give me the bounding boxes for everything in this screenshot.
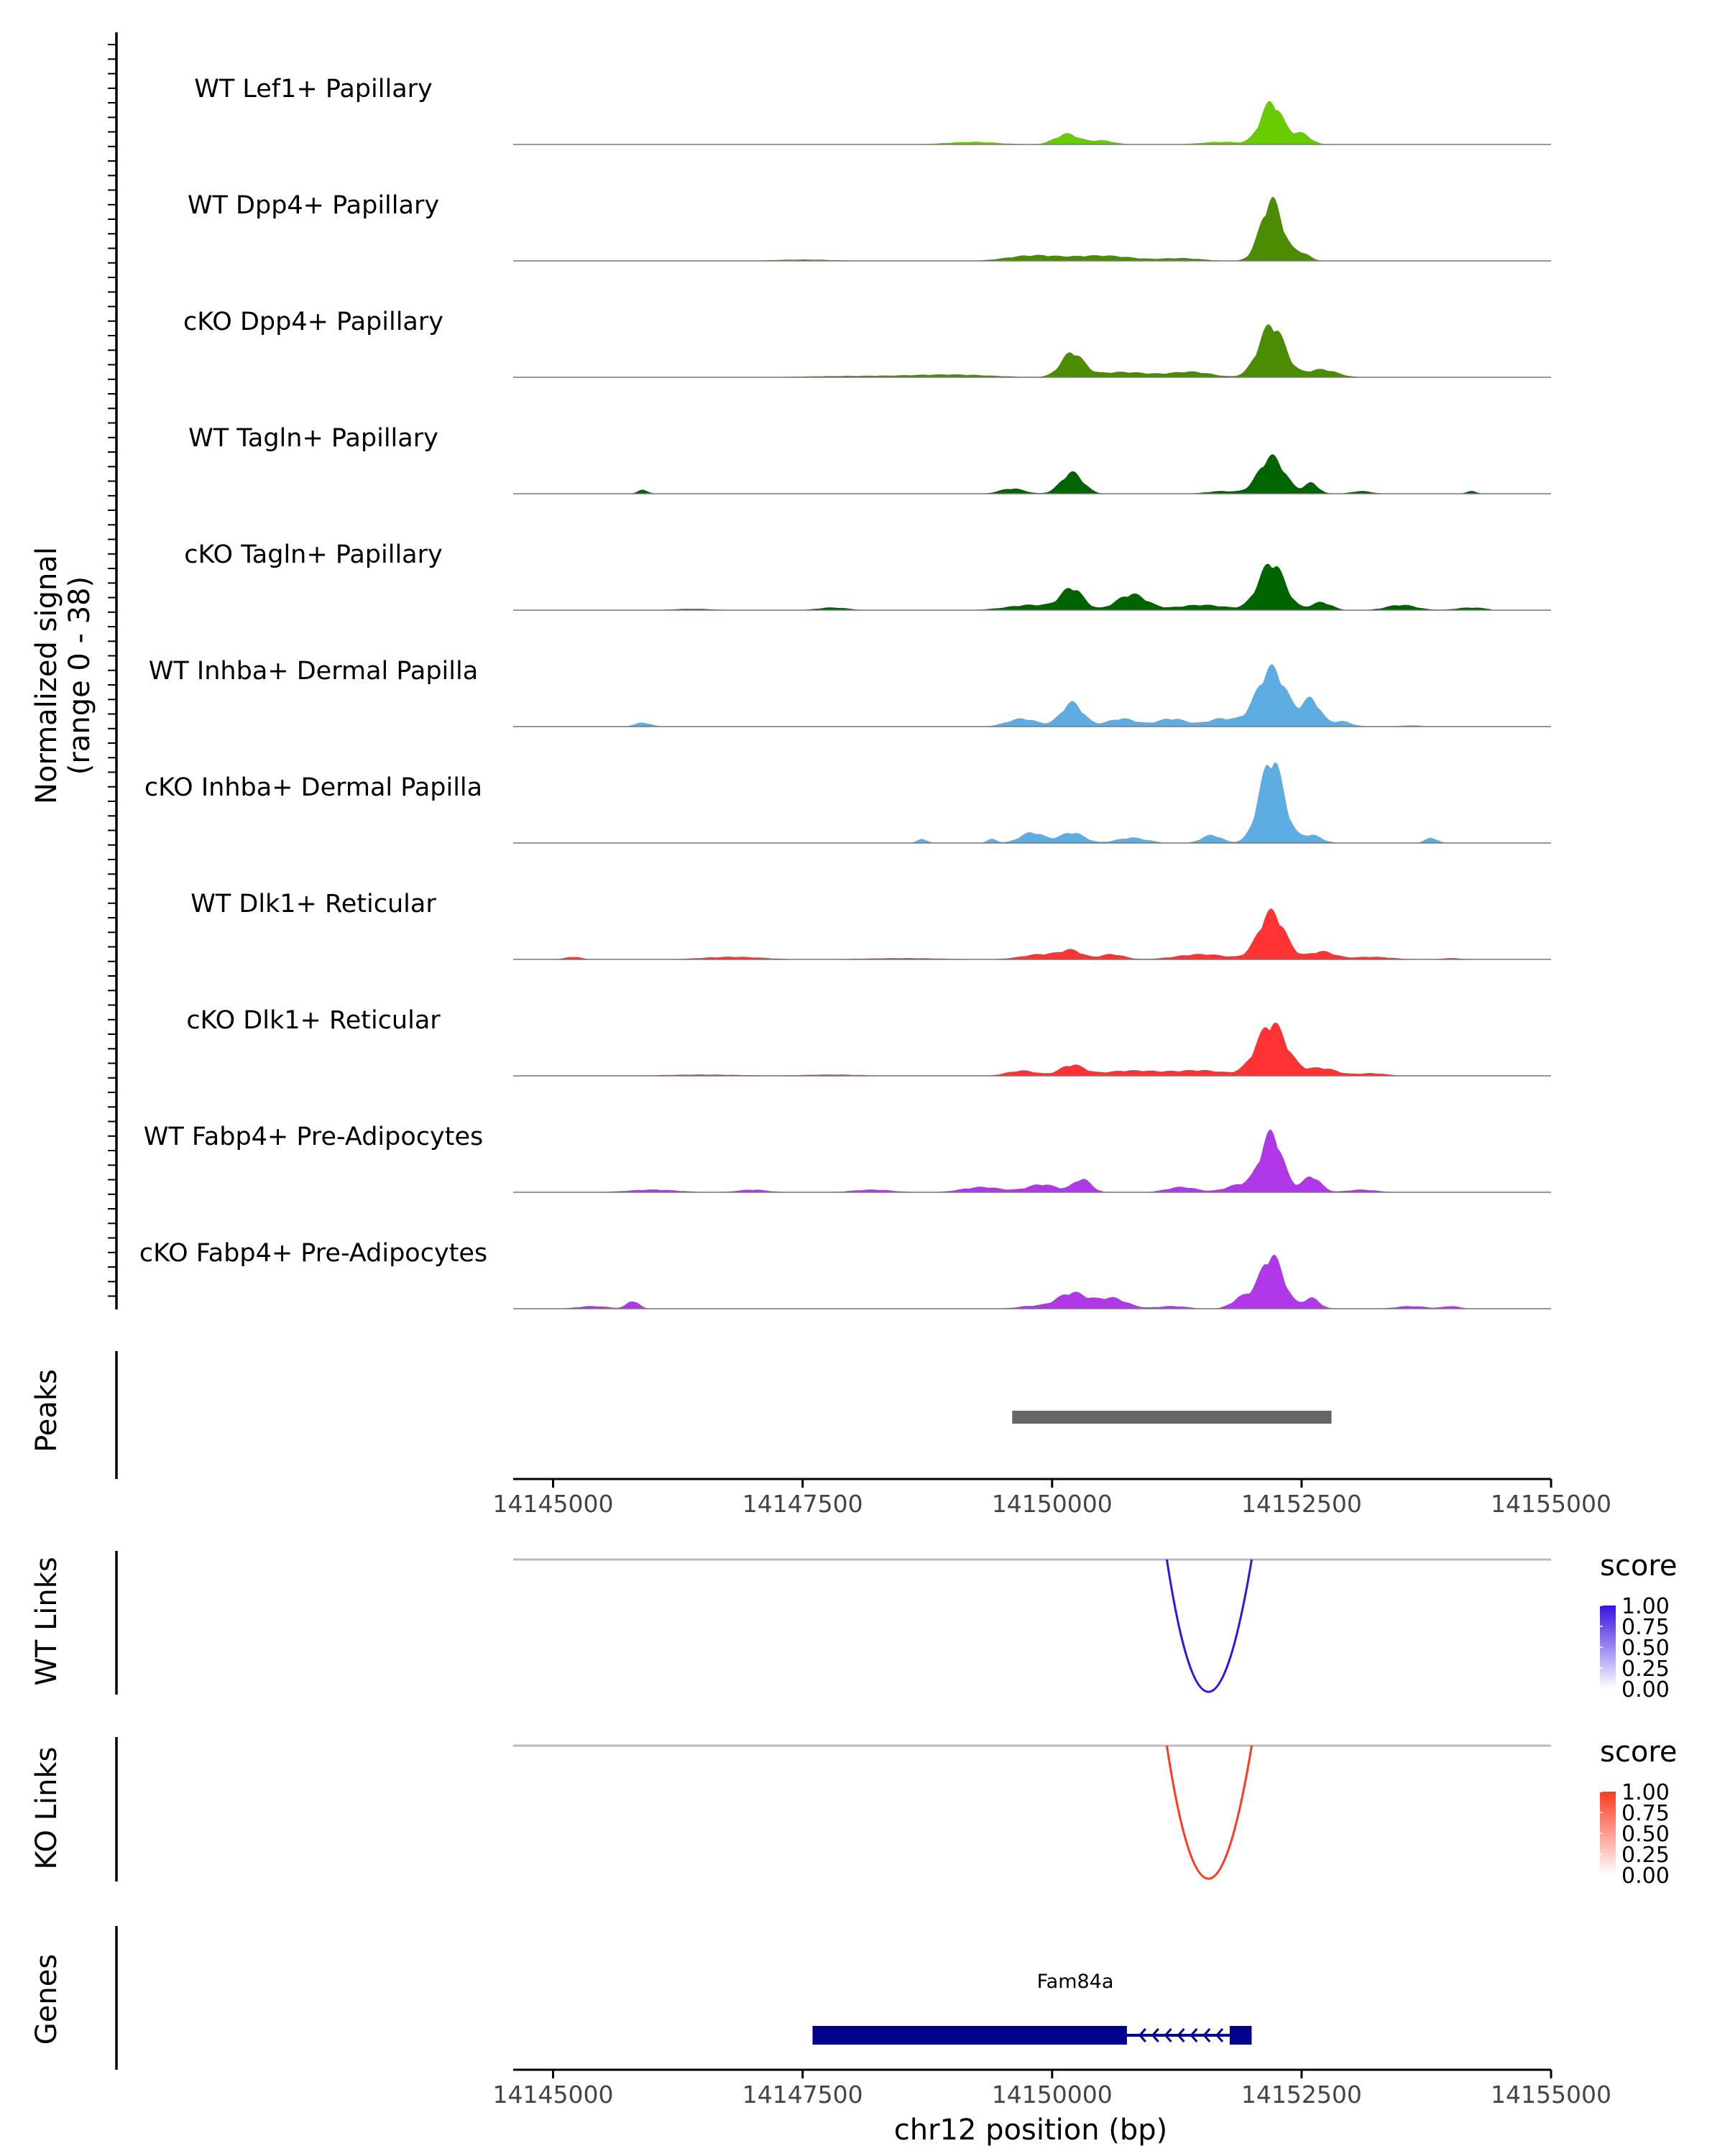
links-legend-tick-label: 0.50 [1622, 1822, 1670, 1847]
track-label: cKO Dpp4+ Papillary [183, 308, 443, 336]
x-axis-top-tick-label: 14147500 [742, 1490, 863, 1518]
x-axis-top-tick-label: 14155000 [1491, 1490, 1611, 1518]
coverage-ylabel-range: (range 0 - 38) [63, 576, 96, 775]
gene-exon [1229, 2026, 1252, 2045]
x-axis-bottom-tick-label: 14155000 [1491, 2081, 1611, 2109]
coverage-panel: WT Lef1+ Papillary WT Dpp4+ Papillary cKO … [108, 32, 1551, 1309]
gene-strand-arrow [1164, 2028, 1172, 2042]
x-axis-top-tick-label: 14152500 [1241, 1490, 1362, 1518]
link-arc [1165, 1559, 1253, 1693]
links-legend-tick-label: 0.00 [1622, 1864, 1670, 1889]
gene-strand-arrow [1151, 2028, 1159, 2042]
links-legend-tick-label: 0.75 [1622, 1615, 1670, 1640]
links-legend-colorbar [1600, 1792, 1616, 1875]
coverage-area [513, 101, 1491, 144]
gene-strand-arrow [1215, 2028, 1224, 2042]
coverage-area [513, 197, 1491, 261]
x-axis-bottom-tick-label: 14150000 [992, 2081, 1113, 2109]
peaks-label: Peaks [30, 1369, 63, 1452]
track-label: cKO Tagln+ Papillary [184, 540, 443, 569]
gene-exon [812, 2026, 1127, 2045]
links-legend-tick-label: 0.00 [1622, 1677, 1670, 1703]
track-label: WT Lef1+ Papillary [194, 75, 433, 103]
x-axis-top: 14145000 14147500 14150000 14152500 14155000 [493, 1478, 1611, 1518]
gene-strand-arrow [1177, 2028, 1185, 2042]
links-legend-tick-label: 1.00 [1622, 1780, 1670, 1805]
x-axis-title: chr12 position (bp) [894, 2114, 1168, 2147]
gene-strand-arrow [1202, 2028, 1211, 2042]
link-arc [1165, 1745, 1253, 1880]
x-axis-top-tick-label: 14150000 [992, 1490, 1113, 1518]
coverage-area [513, 1022, 1491, 1076]
genes-label: Genes [30, 1954, 63, 2045]
genes-panel: Fam84a [115, 1926, 1252, 2070]
peaks-panel [115, 1351, 1332, 1479]
coverage-area [513, 908, 1491, 959]
peak-region [1012, 1411, 1332, 1424]
links-legend-tick-label: 0.25 [1622, 1657, 1670, 1682]
track-label: WT Inhba+ Dermal Papilla [149, 657, 478, 686]
coverage-area [513, 1129, 1491, 1192]
track-label: cKO Fabp4+ Pre-Adipocytes [139, 1239, 487, 1268]
track-label: WT Dpp4+ Papillary [188, 191, 439, 220]
coverage-area [513, 324, 1491, 377]
coverage-ylabel: Normalized signal [30, 547, 63, 804]
coverage-area [513, 563, 1491, 610]
track-label: WT Tagln+ Papillary [188, 424, 438, 453]
links-legend-tick-label: 0.75 [1622, 1801, 1670, 1826]
links-legend-colorbar [1600, 1606, 1616, 1689]
x-axis-top-tick-label: 14145000 [493, 1490, 614, 1518]
x-axis-bottom-tick-label: 14147500 [742, 2081, 863, 2109]
gene-strand-arrow [1138, 2028, 1146, 2042]
x-axis-bottom-tick-label: 14152500 [1241, 2081, 1362, 2109]
coverage-area [513, 1254, 1491, 1309]
track-label: cKO Dlk1+ Reticular [186, 1006, 441, 1035]
links-legend-title: score [1600, 1736, 1677, 1769]
track-label: WT Dlk1+ Reticular [190, 890, 436, 918]
x-axis-bottom: 14145000 14147500 14150000 14152500 14155000 [493, 2068, 1611, 2109]
links-legend-title: score [1600, 1549, 1677, 1583]
links-legend-tick-label: 1.00 [1622, 1594, 1670, 1619]
gene-strand-arrow [1190, 2028, 1198, 2042]
x-axis-bottom-tick-label: 14145000 [493, 2081, 614, 2109]
coverage-area [513, 664, 1491, 727]
track-label: cKO Inhba+ Dermal Papilla [144, 773, 482, 802]
ko-links-label: KO Links [30, 1747, 63, 1870]
links-panel: score1.000.750.500.250.00score1.000.750.… [115, 1549, 1677, 1889]
track-label: WT Fabp4+ Pre-Adipocytes [144, 1123, 483, 1151]
links-legend-tick-label: 0.50 [1622, 1636, 1670, 1661]
wt-links-label: WT Links [30, 1557, 63, 1685]
coverage-area [513, 762, 1491, 843]
gene-name-label: Fam84a [1037, 1971, 1114, 1993]
links-legend-tick-label: 0.25 [1622, 1843, 1670, 1868]
coverage-area [513, 454, 1491, 494]
